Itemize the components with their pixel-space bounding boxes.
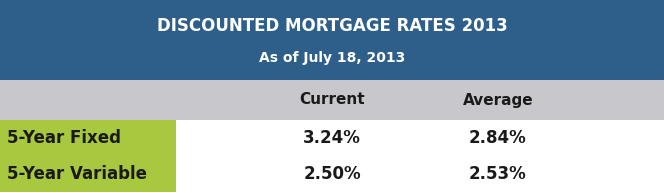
Text: 2.84%: 2.84% — [469, 129, 527, 147]
Text: As of July 18, 2013: As of July 18, 2013 — [259, 51, 405, 65]
Text: 2.53%: 2.53% — [469, 165, 527, 183]
Text: 5-Year Variable: 5-Year Variable — [7, 165, 147, 183]
Text: 3.24%: 3.24% — [303, 129, 361, 147]
Bar — [176, 120, 664, 156]
Text: Current: Current — [299, 92, 365, 108]
Bar — [176, 156, 664, 192]
Bar — [0, 120, 176, 156]
Text: Average: Average — [463, 92, 533, 108]
Bar — [0, 80, 664, 120]
Text: 2.50%: 2.50% — [303, 165, 361, 183]
Text: DISCOUNTED MORTGAGE RATES 2013: DISCOUNTED MORTGAGE RATES 2013 — [157, 17, 507, 35]
Bar — [0, 156, 176, 192]
Text: 5-Year Fixed: 5-Year Fixed — [7, 129, 121, 147]
Bar — [0, 0, 664, 80]
